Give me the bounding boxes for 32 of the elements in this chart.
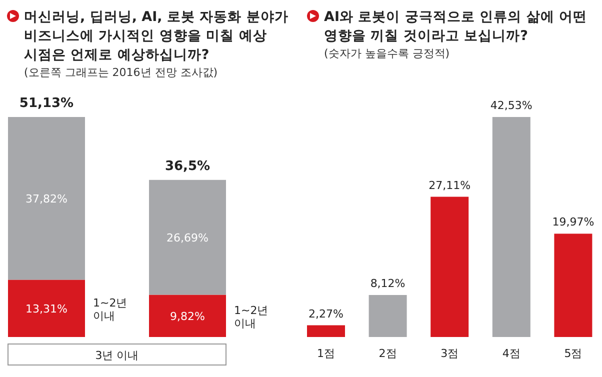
- chart-subtitle: (숫자가 높을수록 긍정적): [324, 47, 450, 60]
- text: 3년 이내: [95, 349, 139, 362]
- chart-title: AI와 로봇이 궁극적으로 인류의 삶에 어떤 영향을 끼칠 것이라고 보십니까?: [324, 9, 587, 44]
- bar: [492, 117, 530, 337]
- bar: [368, 294, 407, 337]
- data-label: 9,82%: [170, 310, 205, 323]
- data-label: 27,11%: [428, 178, 471, 192]
- data-label: 42,53%: [490, 99, 532, 112]
- bar: [149, 180, 226, 295]
- data-label: 26,69%: [166, 231, 208, 244]
- total-label: 36,5%: [164, 158, 210, 174]
- chart-title: 머신러닝, 딥러닝, AI, 로봇 자동화 분야가 비즈니스에 가시적인 영향을 미칠 예상 시점은 언제로 예상하십니까?: [24, 9, 288, 63]
- x-tick-label: 2점: [378, 347, 397, 360]
- data-label: 8,12%: [370, 276, 406, 290]
- total-label: 51,13%: [19, 96, 74, 111]
- bar: [149, 294, 226, 337]
- text: 1~2년 이내: [234, 304, 268, 330]
- bar: [430, 196, 469, 337]
- bar: [8, 280, 85, 337]
- series-label: 1~2년 이내: [93, 296, 128, 322]
- x-tick-label: 4점: [502, 347, 520, 360]
- bar: [307, 325, 345, 337]
- bar: [8, 117, 85, 280]
- bar: [554, 234, 592, 337]
- data-label: 37,82%: [26, 192, 68, 206]
- chart-subtitle: (오른쪽 그래프는 2016년 전망 조사값): [24, 66, 218, 79]
- data-label: 19,97%: [552, 216, 594, 229]
- x-tick-label: 3점: [440, 347, 459, 360]
- x-tick-label: 1점: [317, 347, 335, 360]
- data-label: 13,31%: [26, 302, 68, 316]
- data-label: 2,27%: [308, 307, 344, 320]
- x-tick-label: 5점: [564, 347, 582, 360]
